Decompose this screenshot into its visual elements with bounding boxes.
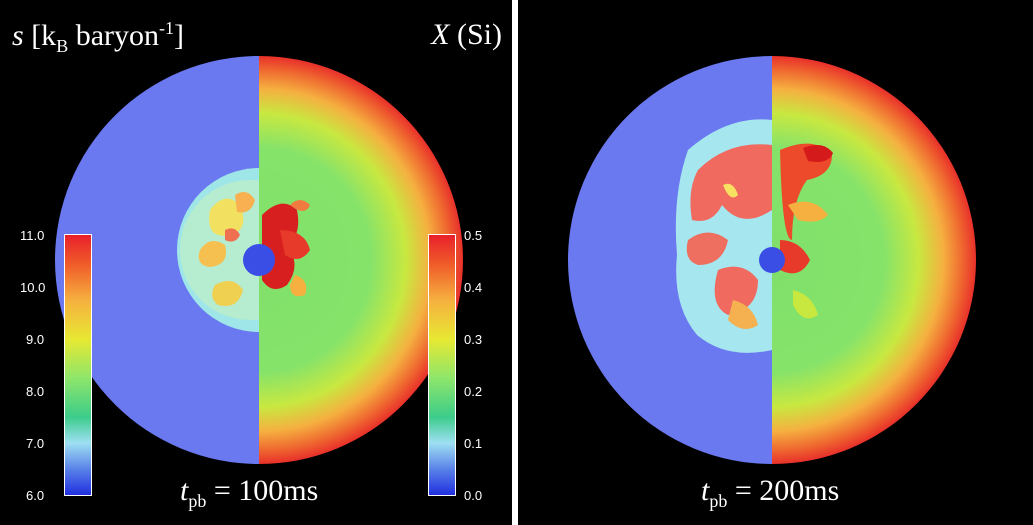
entropy-tick: 8.0 xyxy=(26,384,45,399)
entropy-label: s [kB baryon-1] xyxy=(12,18,185,56)
snapshot-panel-200ms: tpb = 200ms xyxy=(518,0,1033,525)
entropy-colorbar xyxy=(64,234,92,496)
entropy-tick: 9.0 xyxy=(26,332,45,347)
entropy-tick: 7.0 xyxy=(26,436,45,451)
si-tick: 0.4 xyxy=(464,280,483,295)
simulation-disk-100ms xyxy=(55,56,463,464)
si-colorbar xyxy=(428,234,456,496)
si-plume-region xyxy=(780,143,833,319)
si-label: X (Si) xyxy=(431,18,502,51)
time-label: tpb = 100ms xyxy=(180,474,319,511)
time-label: tpb = 200ms xyxy=(701,474,840,511)
simulation-disk-200ms xyxy=(568,56,976,464)
central-core xyxy=(243,244,275,276)
snapshot-panel-100ms: s [kB baryon-1] X (Si) 11.0 10.0 9.0 8.0… xyxy=(0,0,512,525)
entropy-tick: 6.0 xyxy=(26,488,45,503)
si-tick: 0.2 xyxy=(464,384,483,399)
si-tick: 0.3 xyxy=(464,332,483,347)
si-tick: 0.1 xyxy=(464,436,483,451)
si-tick: 0.5 xyxy=(464,228,483,243)
si-tick: 0.0 xyxy=(464,488,483,503)
entropy-half xyxy=(55,56,259,464)
entropy-tick: 10.0 xyxy=(20,280,46,295)
central-core xyxy=(759,247,785,273)
si-half xyxy=(259,56,463,464)
entropy-shock-region xyxy=(177,168,259,332)
entropy-shock-region xyxy=(675,119,772,353)
entropy-tick: 11.0 xyxy=(20,228,45,243)
